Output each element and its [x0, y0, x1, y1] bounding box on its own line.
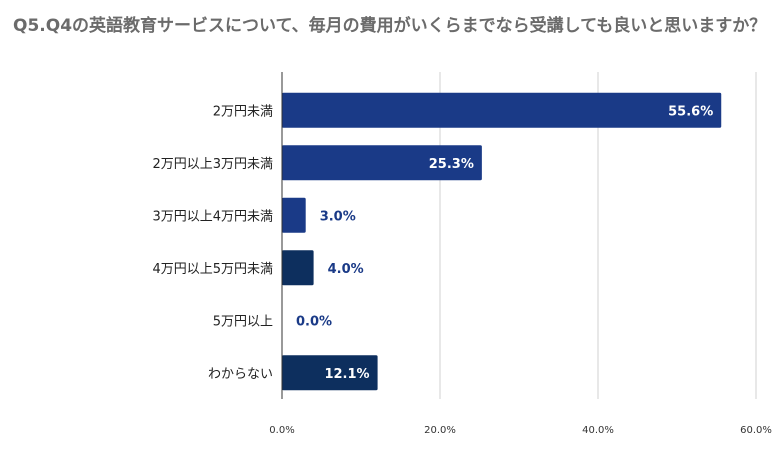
x-tick-label: 20.0%: [424, 425, 456, 436]
bars: [282, 92, 722, 391]
bar: [282, 92, 722, 128]
data-label: 25.3%: [429, 157, 474, 172]
category-labels: 2万円未満 2万円以上3万円未満 3万円以上4万円未満 4万円以上5万円未満 5万円以上…: [152, 104, 273, 382]
bar: [282, 355, 378, 391]
category-label: 2万円以上3万円未満: [152, 157, 273, 172]
x-tick-label: 60.0%: [740, 425, 772, 436]
data-label: 0.0%: [296, 314, 332, 329]
chart-title: Q5.Q4の英語教育サービスについて、毎月の費用がいくらまでなら受講しても良いと…: [13, 16, 767, 36]
category-label: 3万円以上4万円未満: [152, 209, 273, 224]
data-label: 12.1%: [324, 367, 369, 382]
category-label: 2万円未満: [213, 104, 273, 119]
bar: [282, 145, 482, 181]
category-label: 5万円以上: [213, 314, 273, 329]
x-tick-label: 40.0%: [582, 425, 614, 436]
data-label: 3.0%: [320, 209, 356, 224]
data-label: 4.0%: [328, 262, 364, 277]
data-label: 55.6%: [668, 104, 713, 119]
data-labels: 55.6% 25.3% 3.0% 4.0% 0.0% 12.1%: [296, 104, 713, 382]
x-tick-label: 0.0%: [269, 425, 294, 436]
category-label: わからない: [208, 367, 273, 382]
bar: [282, 250, 314, 286]
x-axis-ticks: 0.0% 20.0% 40.0% 60.0%: [269, 425, 772, 436]
bar: [282, 197, 306, 233]
category-label: 4万円以上5万円未満: [152, 262, 273, 277]
